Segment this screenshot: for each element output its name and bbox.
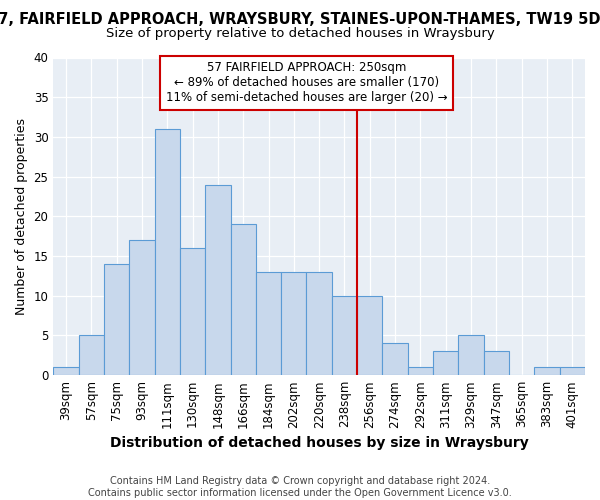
Bar bbox=[230, 224, 256, 375]
Bar bbox=[205, 184, 230, 375]
Bar bbox=[382, 344, 408, 375]
X-axis label: Distribution of detached houses by size in Wraysbury: Distribution of detached houses by size … bbox=[110, 436, 529, 450]
Bar bbox=[281, 272, 307, 375]
Bar bbox=[408, 367, 433, 375]
Bar bbox=[256, 272, 281, 375]
Y-axis label: Number of detached properties: Number of detached properties bbox=[15, 118, 28, 315]
Bar bbox=[79, 336, 104, 375]
Text: Size of property relative to detached houses in Wraysbury: Size of property relative to detached ho… bbox=[106, 28, 494, 40]
Text: 57 FAIRFIELD APPROACH: 250sqm
← 89% of detached houses are smaller (170)
11% of : 57 FAIRFIELD APPROACH: 250sqm ← 89% of d… bbox=[166, 62, 447, 104]
Text: Contains HM Land Registry data © Crown copyright and database right 2024.
Contai: Contains HM Land Registry data © Crown c… bbox=[88, 476, 512, 498]
Bar bbox=[357, 296, 382, 375]
Bar bbox=[332, 296, 357, 375]
Bar bbox=[155, 129, 180, 375]
Bar bbox=[458, 336, 484, 375]
Bar bbox=[129, 240, 155, 375]
Bar bbox=[560, 367, 585, 375]
Bar bbox=[104, 264, 129, 375]
Bar bbox=[180, 248, 205, 375]
Text: 57, FAIRFIELD APPROACH, WRAYSBURY, STAINES-UPON-THAMES, TW19 5DR: 57, FAIRFIELD APPROACH, WRAYSBURY, STAIN… bbox=[0, 12, 600, 28]
Bar bbox=[53, 367, 79, 375]
Bar bbox=[535, 367, 560, 375]
Bar bbox=[433, 352, 458, 375]
Bar bbox=[484, 352, 509, 375]
Bar bbox=[307, 272, 332, 375]
